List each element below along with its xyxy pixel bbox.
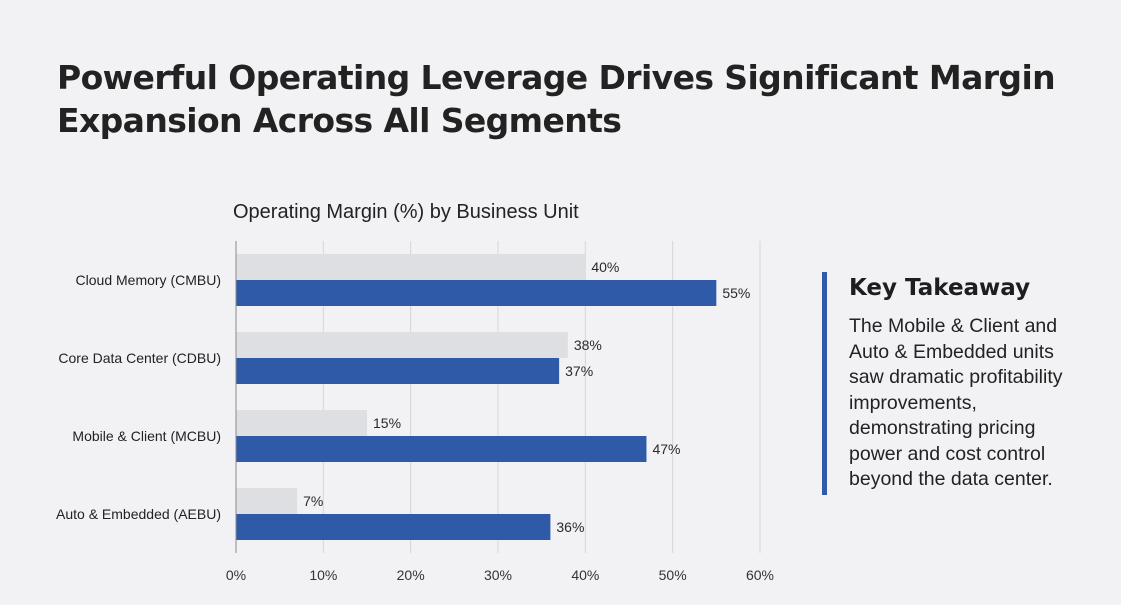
- x-tick-label-0: 0%: [226, 567, 246, 583]
- data-label-current-3: 36%: [556, 519, 584, 535]
- bar-prior-2: [236, 410, 367, 436]
- category-label-3: Auto & Embedded (AEBU): [56, 506, 221, 522]
- takeaway-title: Key Takeaway: [849, 275, 1031, 301]
- key-takeaway-panel: Key Takeaway The Mobile & Client and Aut…: [822, 272, 1092, 495]
- takeaway-body: The Mobile & Client and Auto & Embedded …: [849, 315, 1063, 490]
- category-label-2: Mobile & Client (MCBU): [72, 428, 221, 444]
- bar-current-1: [236, 358, 560, 384]
- x-tick-label-10: 10%: [309, 567, 337, 583]
- bar-prior-0: [236, 254, 586, 280]
- data-label-prior-1: 38%: [574, 337, 602, 353]
- bar-current-0: [236, 280, 717, 306]
- data-label-current-2: 47%: [652, 441, 680, 457]
- x-tick-label-40: 40%: [571, 567, 599, 583]
- headline-line-2: Expansion Across All Segments: [57, 101, 622, 140]
- bar-prior-1: [236, 332, 568, 358]
- bar-current-2: [236, 436, 647, 462]
- data-label-prior-3: 7%: [303, 493, 323, 509]
- x-tick-label-50: 50%: [659, 567, 687, 583]
- page-headline: Powerful Operating Leverage Drives Signi…: [57, 56, 1057, 142]
- category-label-0: Cloud Memory (CMBU): [76, 272, 221, 288]
- headline-line-1: Powerful Operating Leverage Drives Signi…: [57, 58, 1056, 97]
- category-label-1: Core Data Center (CDBU): [58, 350, 221, 366]
- data-label-current-1: 37%: [565, 363, 593, 379]
- data-label-current-0: 55%: [722, 285, 750, 301]
- bar-current-3: [236, 514, 551, 540]
- bar-prior-3: [236, 488, 298, 514]
- chart-title: Operating Margin (%) by Business Unit: [233, 201, 579, 223]
- margin-bar-chart: Operating Margin (%) by Business Unit 40%…: [56, 201, 774, 583]
- x-tick-label-60: 60%: [746, 567, 774, 583]
- x-tick-label-20: 20%: [397, 567, 425, 583]
- data-label-prior-0: 40%: [591, 259, 619, 275]
- x-tick-label-30: 30%: [484, 567, 512, 583]
- data-label-prior-2: 15%: [373, 415, 401, 431]
